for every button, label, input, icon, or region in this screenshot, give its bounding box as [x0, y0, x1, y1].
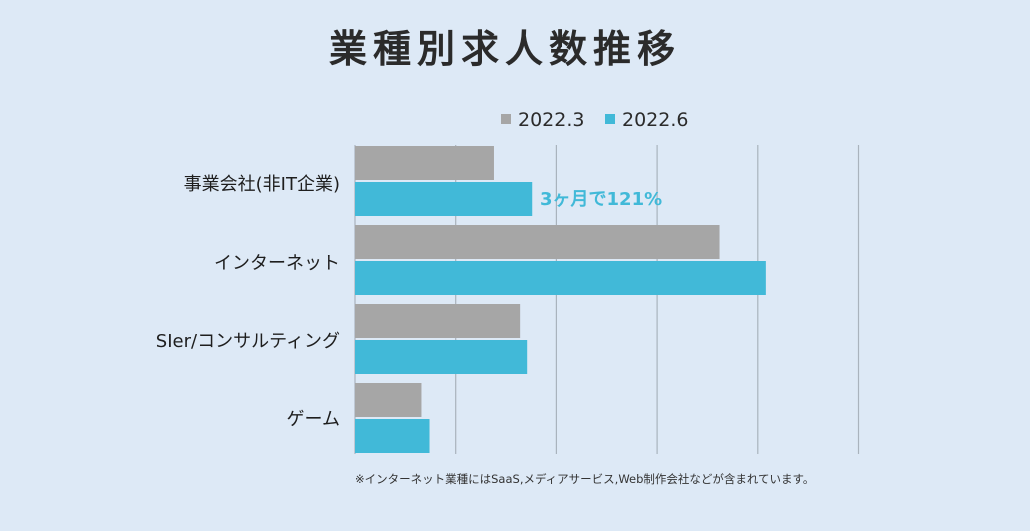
bar-2022-6-cat-2: [355, 340, 528, 374]
footnote: ※インターネット業種にはSaaS,メディアサービス,Web制作会社などが含まれて…: [355, 472, 814, 486]
bar-2022-3-cat-3: [355, 383, 422, 417]
category-labels: 事業会社(非IT企業) インターネット SIer/コンサルティング ゲーム: [156, 174, 340, 430]
category-label-sier-consulting: SIer/コンサルティング: [156, 331, 340, 352]
category-label-game: ゲーム: [287, 409, 340, 430]
bar-2022-3-cat-0: [355, 146, 494, 180]
bars: [355, 146, 766, 453]
category-label-corporate: 事業会社(非IT企業): [184, 174, 340, 195]
bar-2022-3-cat-2: [355, 304, 521, 338]
legend-label-2022-6: 2022.6: [622, 109, 688, 131]
legend-label-2022-3: 2022.3: [518, 109, 584, 131]
bar-2022-6-cat-1: [355, 261, 766, 295]
category-label-internet: インターネット: [214, 253, 340, 274]
legend-swatch-2022-6: [605, 114, 615, 124]
legend-swatch-2022-3: [501, 114, 511, 124]
bar-2022-6-cat-3: [355, 419, 430, 453]
growth-annotation: 3ヶ月で121%: [540, 189, 662, 210]
bar-2022-3-cat-1: [355, 225, 720, 259]
legend: 2022.3 2022.6: [501, 109, 688, 131]
bar-2022-6-cat-0: [355, 182, 533, 216]
chart-title: 業種別求人数推移: [329, 27, 681, 71]
